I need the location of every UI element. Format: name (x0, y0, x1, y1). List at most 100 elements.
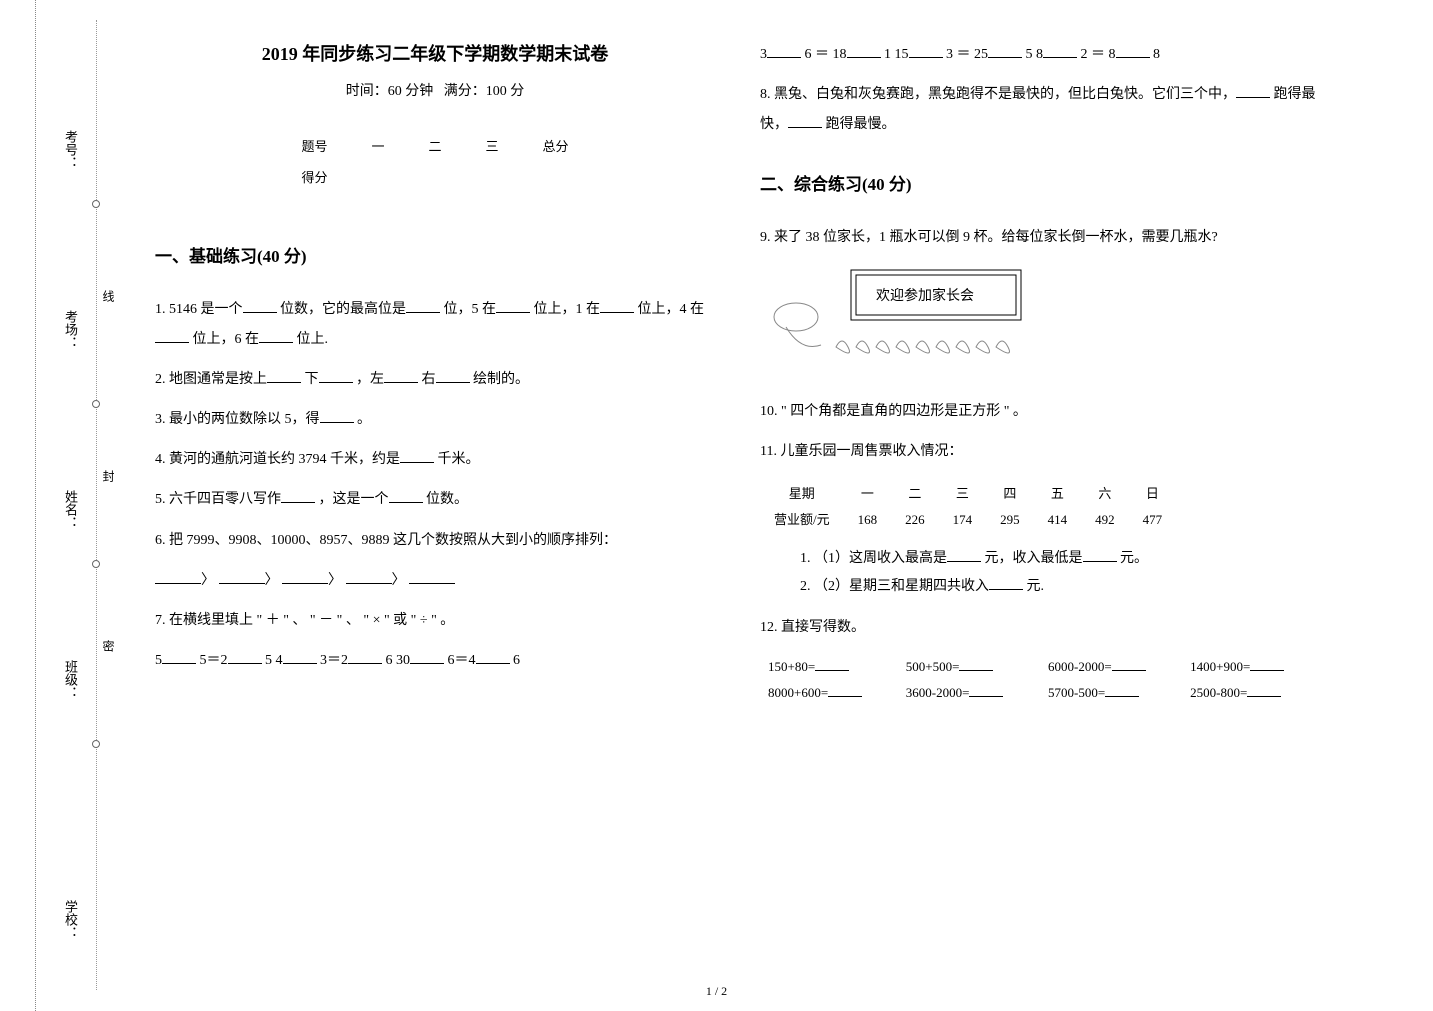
label-school: 学校： (61, 900, 80, 939)
score-head: 一 (349, 130, 406, 161)
blank[interactable] (1116, 44, 1150, 58)
q6-blanks: 〉 〉 〉 〉 (155, 566, 715, 596)
blank[interactable] (409, 570, 455, 584)
blank[interactable] (400, 449, 434, 463)
blank[interactable] (155, 570, 201, 584)
sub-text: 元。 (1120, 551, 1148, 566)
blank[interactable] (155, 329, 189, 343)
blank[interactable] (828, 683, 862, 697)
blank[interactable] (496, 299, 530, 313)
q1-text: 位上，4 在 (638, 302, 705, 317)
arith-expr: 8000+600= (768, 685, 828, 700)
arith-expr: 3600-2000= (906, 685, 970, 700)
blank[interactable] (243, 299, 277, 313)
blank[interactable] (600, 299, 634, 313)
exam-title: 2019 年同步练习二年级下学期数学期末试卷 (155, 40, 715, 66)
arith-expr: 6000-2000= (1048, 659, 1112, 674)
q7-num: 6 (513, 653, 520, 668)
blank[interactable] (348, 650, 382, 664)
blank[interactable] (282, 570, 328, 584)
table-head: 一 (844, 478, 892, 507)
blank[interactable] (959, 657, 993, 671)
score-head: 三 (464, 130, 521, 161)
arith-cell: 500+500= (898, 653, 1040, 679)
table-cell: 477 (1129, 507, 1177, 533)
blank[interactable] (476, 650, 510, 664)
q4-text: 千米。 (438, 452, 480, 467)
exam-subtitle: 时间：60 分钟 满分：100 分 (155, 80, 715, 100)
q2-text: 绘制的。 (473, 372, 529, 387)
blank[interactable] (406, 299, 440, 313)
blank[interactable] (259, 329, 293, 343)
left-column: 2019 年同步练习二年级下学期数学期末试卷 时间：60 分钟 满分：100 分… (155, 40, 715, 686)
blank[interactable] (1112, 657, 1146, 671)
blank[interactable] (947, 548, 981, 562)
q7-continued: 3 6 ＝ 18 1 15 3 ＝ 25 5 8 2 ＝ 8 8 (760, 40, 1320, 70)
q11-sub1: 1. （1）这周收入最高是 元，收入最低是 元。 (800, 545, 1320, 573)
sub-text: 2. （2）星期三和星期四共收入 (800, 579, 989, 594)
blank[interactable] (1043, 44, 1077, 58)
score-cell: 得分 (279, 161, 349, 192)
score-cell[interactable] (464, 161, 521, 192)
arith-expr: 5700-500= (1048, 685, 1105, 700)
blank[interactable] (436, 369, 470, 383)
blank[interactable] (389, 489, 423, 503)
q7-num: 6 30 (386, 653, 411, 668)
label-exam-room: 考场： (61, 310, 80, 349)
blank[interactable] (1250, 657, 1284, 671)
score-cell[interactable] (521, 161, 591, 192)
blank[interactable] (788, 114, 822, 128)
q2-text: ，左 (356, 372, 384, 387)
blank[interactable] (281, 489, 315, 503)
blank[interactable] (1236, 84, 1270, 98)
blank[interactable] (969, 683, 1003, 697)
blank[interactable] (815, 657, 849, 671)
score-head: 题号 (279, 130, 349, 161)
q7-num: 3 ＝ 25 (946, 47, 988, 62)
blank[interactable] (410, 650, 444, 664)
punch-hole-icon (92, 560, 100, 568)
blank[interactable] (384, 369, 418, 383)
blank[interactable] (267, 369, 301, 383)
q4: 4. 黄河的通航河道长约 3794 千米，约是 千米。 (155, 445, 715, 475)
section-1-head: 一、基础练习(40 分) (155, 242, 715, 267)
q11-sub2: 2. （2）星期三和星期四共收入 元. (800, 573, 1320, 601)
q1-text: 位，5 在 (444, 302, 497, 317)
blank[interactable] (228, 650, 262, 664)
blank[interactable] (767, 44, 801, 58)
blank[interactable] (283, 650, 317, 664)
q1-text: 1. 5146 是一个 (155, 302, 243, 317)
q2-text: 右 (422, 372, 436, 387)
blank[interactable] (219, 570, 265, 584)
blank[interactable] (988, 44, 1022, 58)
blank[interactable] (1083, 548, 1117, 562)
score-cell[interactable] (349, 161, 406, 192)
q2: 2. 地图通常是按上 下 ，左 右 绘制的。 (155, 365, 715, 395)
blank[interactable] (909, 44, 943, 58)
score-cell[interactable] (406, 161, 463, 192)
blank[interactable] (320, 409, 354, 423)
seal-text-mi: 密 (100, 640, 117, 658)
sub-text: 元，收入最低是 (985, 551, 1083, 566)
binding-sidebar: 考号： 考场： 姓名： 班级： 学校： 线 封 密 (35, 0, 135, 1011)
q11: 11. 儿童乐园一周售票收入情况： (760, 437, 1320, 467)
blank[interactable] (989, 576, 1023, 590)
blank[interactable] (1105, 683, 1139, 697)
blank[interactable] (847, 44, 881, 58)
q3-text: 。 (357, 412, 371, 427)
blank[interactable] (1247, 683, 1281, 697)
table-cell: 295 (986, 507, 1034, 533)
table-cell: 414 (1034, 507, 1082, 533)
score-table: 题号 一 二 三 总分 得分 (279, 130, 590, 192)
blank[interactable] (319, 369, 353, 383)
table-head: 三 (939, 478, 987, 507)
blank[interactable] (162, 650, 196, 664)
q7-num: 5 4 (265, 653, 283, 668)
q8: 8. 黑兔、白兔和灰兔赛跑，黑兔跑得不是最快的，但比白兔快。它们三个中， 跑得最… (760, 80, 1320, 140)
blank[interactable] (346, 570, 392, 584)
q8-text: 跑得最慢。 (826, 117, 896, 132)
arith-expr: 500+500= (906, 659, 960, 674)
arith-expr: 1400+900= (1190, 659, 1250, 674)
q7-num: 5 (155, 653, 162, 668)
q6: 6. 把 7999、9908、10000、8957、9889 这几个数按照从大到… (155, 526, 715, 556)
